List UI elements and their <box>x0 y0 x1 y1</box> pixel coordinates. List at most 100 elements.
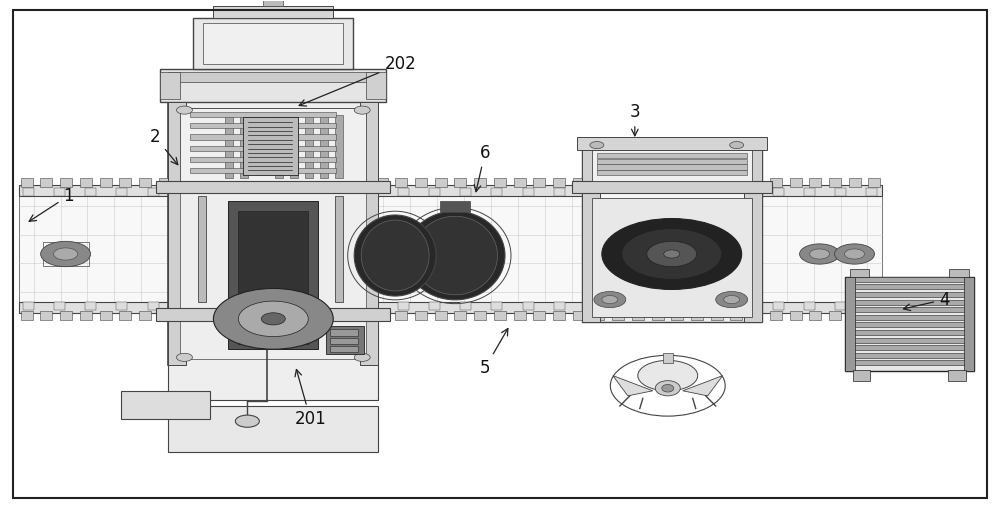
Bar <box>582 143 762 323</box>
Circle shape <box>622 229 722 279</box>
Bar <box>40 178 52 187</box>
Bar <box>398 302 409 310</box>
Bar <box>616 188 627 196</box>
Bar <box>460 188 471 196</box>
Bar <box>156 308 390 321</box>
Bar <box>190 135 336 140</box>
Bar <box>711 178 723 187</box>
Bar <box>330 346 358 352</box>
Bar <box>533 178 545 187</box>
Bar <box>494 178 506 187</box>
Bar <box>866 302 877 310</box>
Ellipse shape <box>361 220 429 291</box>
Bar <box>853 323 966 328</box>
Bar <box>160 72 180 100</box>
Bar <box>336 311 348 320</box>
Bar <box>866 188 877 196</box>
Bar <box>180 185 366 359</box>
Bar <box>679 188 690 196</box>
Bar <box>180 108 366 359</box>
Bar <box>809 311 821 320</box>
Bar <box>770 311 782 320</box>
Bar <box>853 292 966 297</box>
Bar <box>395 311 407 320</box>
Bar <box>178 311 190 320</box>
Bar <box>744 143 762 323</box>
Bar <box>190 123 336 129</box>
Bar <box>241 302 252 310</box>
Bar <box>853 338 966 343</box>
Bar <box>395 178 407 187</box>
Bar <box>179 302 190 310</box>
Bar <box>429 302 440 310</box>
Bar <box>23 188 34 196</box>
Bar <box>335 302 346 310</box>
Bar <box>632 311 644 320</box>
Bar <box>198 178 210 187</box>
Bar <box>139 178 151 187</box>
Bar <box>572 180 772 193</box>
Bar <box>238 178 250 187</box>
Circle shape <box>590 142 604 149</box>
Bar <box>210 302 221 310</box>
Bar <box>853 353 966 358</box>
Circle shape <box>354 106 370 114</box>
Bar <box>849 311 861 320</box>
Bar <box>19 184 882 196</box>
Circle shape <box>724 296 740 304</box>
Bar <box>356 178 368 187</box>
Bar <box>376 178 388 187</box>
Bar <box>304 302 315 310</box>
Bar <box>592 148 752 318</box>
Circle shape <box>41 241 91 267</box>
Bar <box>632 178 644 187</box>
Bar <box>218 311 230 320</box>
Text: 201: 201 <box>294 369 326 428</box>
Bar <box>523 188 534 196</box>
Bar <box>19 302 882 313</box>
Bar <box>741 302 752 310</box>
Bar <box>554 302 565 310</box>
Bar <box>360 102 378 365</box>
Bar <box>218 178 230 187</box>
Bar <box>330 338 358 344</box>
Bar <box>54 188 65 196</box>
Bar <box>335 115 343 178</box>
Bar <box>741 188 752 196</box>
Ellipse shape <box>354 215 436 296</box>
Bar <box>316 178 328 187</box>
Text: 3: 3 <box>630 103 640 136</box>
Bar <box>21 311 33 320</box>
Bar <box>533 311 545 320</box>
Bar <box>460 302 471 310</box>
Circle shape <box>54 248 78 260</box>
Bar <box>210 188 221 196</box>
Bar <box>573 178 585 187</box>
Bar <box>577 138 767 150</box>
Bar <box>156 180 390 193</box>
Bar <box>85 188 96 196</box>
Bar <box>290 115 298 178</box>
Bar <box>730 311 742 320</box>
Bar <box>850 269 869 277</box>
Bar <box>597 170 747 175</box>
Bar <box>316 311 328 320</box>
Text: 5: 5 <box>480 329 508 377</box>
Circle shape <box>213 289 333 349</box>
Bar <box>190 168 336 173</box>
Bar <box>257 178 269 187</box>
Bar <box>415 311 427 320</box>
Bar <box>948 369 966 380</box>
Circle shape <box>647 241 697 267</box>
Circle shape <box>235 415 259 427</box>
Circle shape <box>176 106 192 114</box>
Bar <box>335 196 343 302</box>
Bar <box>491 302 502 310</box>
Bar <box>198 196 206 302</box>
Bar <box>116 188 127 196</box>
Bar <box>100 311 112 320</box>
Bar <box>553 311 565 320</box>
Circle shape <box>602 296 618 304</box>
Bar <box>43 242 89 266</box>
Bar <box>238 211 308 344</box>
